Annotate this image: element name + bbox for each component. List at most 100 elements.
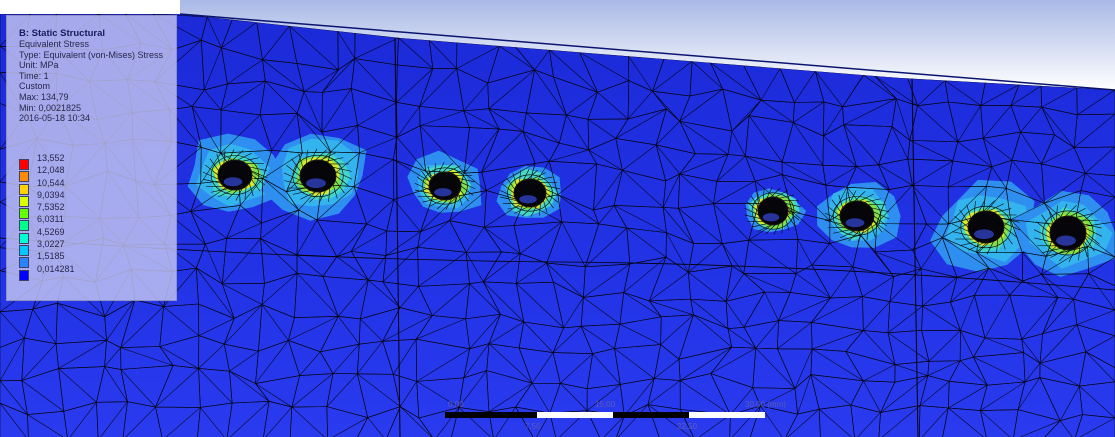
band-label: 4,5269: [37, 226, 65, 237]
hole-inner-wall: [223, 177, 243, 187]
mesh-refinement-line: [235, 188, 243, 201]
mesh-refinement-line: [414, 189, 432, 194]
band-label: 1,5185: [37, 251, 65, 262]
mesh-refinement-line: [978, 199, 986, 213]
mesh-element: [1073, 414, 1115, 437]
mesh-refinement-line: [1001, 218, 1020, 223]
mesh-refinement-line: [1065, 204, 1077, 217]
mesh-refinement-line: [1003, 226, 1018, 238]
mesh-refinement-line: [309, 191, 321, 203]
mesh-refinement-line: [787, 206, 802, 214]
band-label: 7,5352: [37, 202, 65, 213]
mesh-refinement-line: [833, 229, 851, 234]
mesh-refinement-line: [1085, 227, 1103, 237]
mesh-refinement-line: [1059, 249, 1071, 262]
band-label: 12,048: [37, 165, 65, 176]
mesh-refinement-line: [335, 171, 353, 180]
band-label: 0,014281: [37, 263, 75, 274]
mesh-refinement-line: [1003, 222, 1021, 231]
band-label: 13,552: [37, 153, 65, 163]
band-label: 10,544: [37, 177, 65, 188]
mesh-refinement-line: [1042, 248, 1061, 253]
mesh-refinement-line: [422, 198, 439, 203]
mesh-refinement-line: [241, 157, 259, 162]
mesh-refinement-line: [218, 189, 233, 198]
mesh-refinement-line: [863, 198, 881, 203]
legend-timestamp: 2016-05-18 10:34: [19, 113, 91, 124]
legend-unit: Unit: MPa: [19, 60, 59, 71]
holes: [217, 159, 1087, 251]
mesh-refinement-line: [1075, 213, 1094, 218]
mesh-refinement-ring: [507, 174, 553, 212]
mesh-refinement-line: [871, 207, 889, 212]
mesh-refinement-line: [442, 162, 453, 173]
mesh-refinement-line: [227, 149, 235, 162]
scale-label-start: 0,00: [448, 400, 464, 409]
mesh-refinement-ring: [1042, 210, 1094, 256]
mesh-refinement-ring: [751, 192, 795, 230]
color-swatch-light-blue: [19, 245, 29, 257]
color-swatch-blue: [19, 269, 29, 281]
mesh-refinement-line: [315, 149, 327, 161]
mesh-refinement-line: [283, 172, 301, 181]
color-swatch-medium-blue: [19, 257, 29, 269]
legend-result-name: Equivalent Stress: [19, 39, 90, 49]
mesh-refinement-line: [527, 169, 538, 180]
background-sky: [180, 0, 1115, 90]
mesh-refinement-line: [543, 185, 561, 190]
mesh-refinement-ring: [422, 167, 468, 205]
mesh-refinement-line: [286, 165, 301, 177]
mesh-refinement-line: [952, 231, 971, 236]
mesh-refinement-line: [849, 190, 857, 203]
hole-inner-wall: [434, 188, 452, 197]
mesh-refinement-line: [988, 203, 1004, 212]
mesh-refinement-line: [983, 200, 995, 212]
hole-inner-wall: [306, 178, 326, 188]
mesh-refinement-line: [458, 178, 476, 183]
scale-label-end: 30,00 (mm): [745, 400, 786, 409]
mesh-refinement-line: [318, 190, 326, 204]
mesh-refinement-ring: [960, 205, 1012, 249]
mesh-refinement-line: [335, 175, 350, 187]
band-label: 3,0227: [37, 239, 65, 250]
mesh-refinement-line: [232, 150, 244, 161]
mesh-refinement-line: [824, 212, 841, 221]
scale-ruler: 0,00 15,00 30,00 (mm) 7,50 22,50: [445, 396, 786, 432]
color-swatch-green-cyan: [19, 220, 29, 232]
mesh-refinement-line: [770, 187, 781, 198]
color-swatch-red: [19, 159, 29, 170]
feature-edge: [0, 237, 1115, 291]
mesh-refinement-line: [1034, 237, 1053, 243]
mesh-refinement-line: [532, 172, 546, 180]
mesh-refinement-line: [744, 208, 759, 216]
hole-inner-wall: [1056, 235, 1076, 246]
scale-sublabel: 22,50: [677, 422, 698, 431]
mesh-refinement-line: [951, 223, 969, 232]
mesh-refinement-line: [320, 152, 336, 161]
color-swatch-green: [19, 208, 29, 220]
mesh-refinement-line: [249, 166, 267, 171]
mesh-refinement-line: [1036, 221, 1051, 234]
mesh-refinement-line: [774, 190, 788, 198]
mesh-refinement-line: [203, 179, 221, 184]
color-swatch-orange: [19, 171, 29, 183]
mesh-refinement-line: [1050, 249, 1066, 259]
mesh-refinement-line: [873, 211, 890, 220]
mesh-refinement-line: [545, 188, 561, 196]
scale-segment-dark: [613, 412, 689, 418]
mesh-refinement-line: [226, 189, 238, 200]
mesh-refinement-line: [993, 208, 1012, 213]
mesh-refinement-line: [758, 224, 772, 232]
legend-min: Min: 0,0021825: [19, 102, 82, 113]
scale-sublabel: 7,50: [525, 422, 541, 431]
mesh-refinement-line: [744, 214, 761, 219]
legend-panel[interactable]: B: Static Structural Equivalent Stress T…: [6, 15, 177, 301]
mesh-refinement-line: [986, 241, 994, 255]
mesh-refinement-line: [1083, 223, 1102, 229]
mesh-refinement-ring: [832, 196, 882, 236]
mesh-refinement-line: [859, 193, 874, 202]
mesh-refinement-line: [1068, 248, 1076, 263]
legend-max: Max: 134,79: [19, 91, 69, 102]
